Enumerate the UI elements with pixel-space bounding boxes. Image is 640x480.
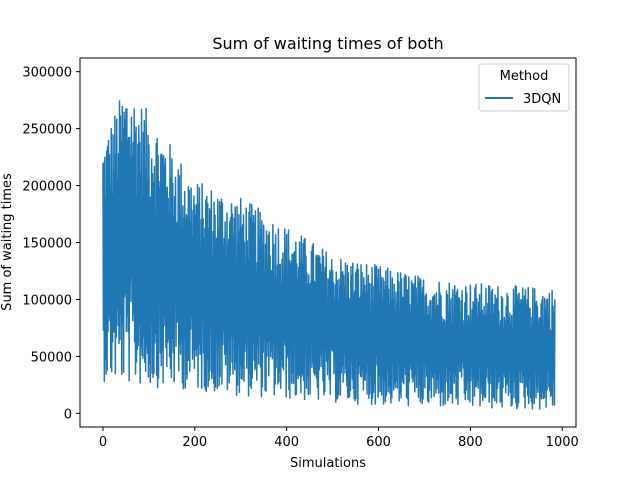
legend-label-3dqn: 3DQN xyxy=(523,92,561,107)
plot-area xyxy=(102,100,556,410)
y-axis-label: Sum of waiting times xyxy=(0,173,15,311)
x-tick-label: 800 xyxy=(458,435,483,450)
x-axis: 0 200 400 600 800 1000 xyxy=(99,427,579,450)
x-axis-label: Simulations xyxy=(290,456,366,471)
x-tick-label: 400 xyxy=(274,435,299,450)
legend-box xyxy=(478,63,570,112)
y-tick-label: 100000 xyxy=(22,293,72,308)
legend-title: Method xyxy=(500,69,549,84)
x-tick-label: 1000 xyxy=(546,435,579,450)
chart-title: Sum of waiting times of both xyxy=(212,34,443,53)
legend: Method 3DQN xyxy=(478,63,570,112)
x-tick-label: 200 xyxy=(182,435,207,450)
y-tick-label: 0 xyxy=(64,407,72,422)
x-tick-label: 0 xyxy=(99,435,107,450)
y-axis: 0 50000 100000 150000 200000 250000 300000 xyxy=(22,66,80,422)
y-tick-label: 50000 xyxy=(31,350,72,365)
y-tick-label: 150000 xyxy=(22,237,72,252)
y-tick-label: 200000 xyxy=(22,180,72,195)
series-line-3dqn xyxy=(102,100,556,410)
x-tick-label: 600 xyxy=(366,435,391,450)
y-tick-label: 250000 xyxy=(22,123,72,138)
y-tick-label: 300000 xyxy=(22,66,72,81)
